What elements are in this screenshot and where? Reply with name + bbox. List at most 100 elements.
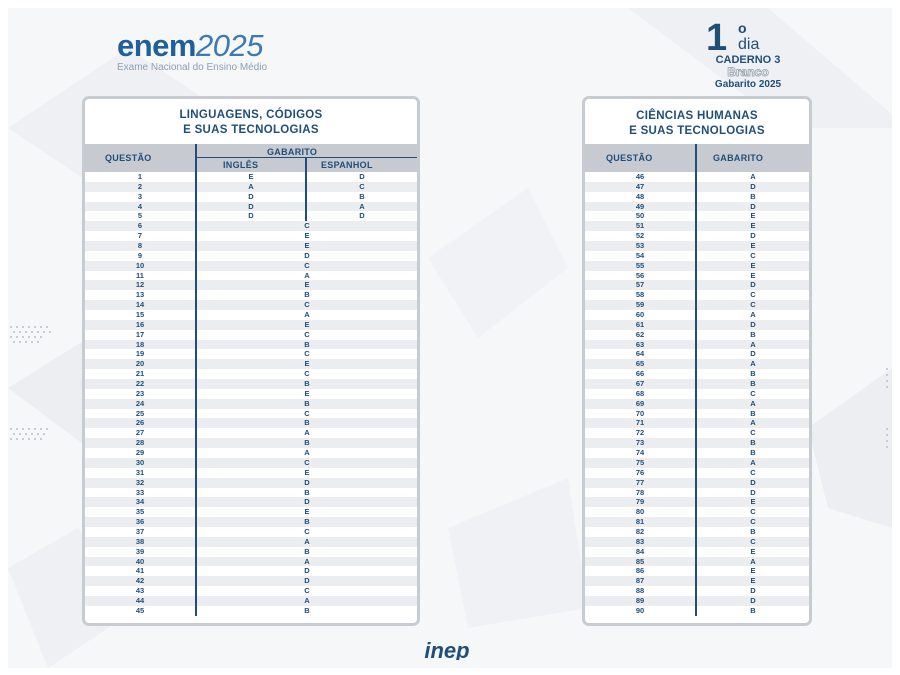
title-line: E SUAS TECNOLOGIAS bbox=[629, 125, 765, 137]
day-ordinal: o bbox=[738, 20, 747, 36]
col-gabarito: GABARITO bbox=[713, 153, 764, 163]
question-number: 16 bbox=[135, 319, 145, 329]
table-row: 53 E bbox=[585, 241, 809, 251]
table-row: 5 D D bbox=[85, 211, 417, 221]
question-number: 55 bbox=[635, 260, 645, 270]
question-number: 6 bbox=[137, 221, 143, 231]
table-row: 14 C bbox=[85, 300, 417, 311]
answer-letter: A bbox=[750, 556, 756, 566]
answer-letter: B bbox=[304, 517, 310, 527]
question-number: 72 bbox=[635, 428, 645, 438]
inep-logo-text: inep bbox=[424, 641, 469, 660]
answer-letter: E bbox=[750, 576, 756, 586]
table-row: 27 A bbox=[85, 428, 417, 438]
question-number: 76 bbox=[635, 467, 645, 477]
table-row: 26 B bbox=[85, 418, 417, 429]
table-row: 39 B bbox=[85, 547, 417, 557]
answer-letter: D bbox=[750, 487, 756, 497]
question-number: 44 bbox=[135, 595, 145, 605]
table-row: 20 E bbox=[85, 359, 417, 370]
table-row: 75 A bbox=[585, 457, 809, 468]
question-number: 86 bbox=[635, 566, 645, 576]
answer-espanhol: C bbox=[359, 181, 365, 191]
column-divider bbox=[695, 172, 697, 617]
table-row: 56 E bbox=[585, 271, 809, 281]
answer-letter: E bbox=[304, 359, 310, 369]
table-row: 74 B bbox=[585, 448, 809, 458]
answer-letter: E bbox=[750, 546, 756, 556]
answer-letter: B bbox=[304, 438, 310, 448]
answer-espanhol: A bbox=[359, 201, 365, 211]
answer-letter: D bbox=[750, 349, 756, 359]
table-row: 18 B bbox=[85, 339, 417, 350]
question-number: 20 bbox=[135, 359, 145, 369]
table-row: 2 A C bbox=[85, 181, 417, 192]
answer-letter: C bbox=[750, 467, 756, 477]
answer-letter: B bbox=[304, 398, 310, 408]
question-number: 73 bbox=[635, 438, 645, 448]
question-number: 24 bbox=[135, 398, 145, 408]
day-word: dia bbox=[738, 36, 760, 53]
answer-letter: B bbox=[750, 448, 756, 458]
gabarito-year: Gabarito 2025 bbox=[714, 79, 782, 90]
answer-letter: D bbox=[750, 595, 756, 605]
col-questao: QUESTÃO bbox=[105, 153, 152, 163]
question-number: 30 bbox=[135, 457, 145, 467]
answer-letter: D bbox=[750, 280, 756, 290]
panel-ciencias-humanas: CIÊNCIAS HUMANAS E SUAS TECNOLOGIAS QUES… bbox=[582, 96, 812, 626]
col-gabarito: GABARITO bbox=[267, 147, 318, 157]
answer-espanhol: D bbox=[359, 172, 365, 181]
answer-ingles: D bbox=[248, 191, 254, 201]
answer-letter: D bbox=[750, 231, 756, 241]
question-number: 7 bbox=[137, 231, 143, 241]
question-number: 80 bbox=[635, 507, 645, 517]
table-row: 48 B bbox=[585, 192, 809, 202]
question-number: 25 bbox=[135, 408, 145, 418]
question-number: 46 bbox=[635, 172, 645, 181]
table-row: 28 B bbox=[85, 438, 417, 449]
question-number: 1 bbox=[137, 172, 143, 181]
table-row: 84 E bbox=[585, 547, 809, 557]
table-header: QUESTÃO GABARITO INGLÊS ESPANHOL bbox=[85, 144, 417, 172]
answer-letter: E bbox=[304, 507, 310, 517]
question-number: 41 bbox=[135, 566, 145, 576]
table-row: 40 A bbox=[85, 556, 417, 567]
question-number: 8 bbox=[137, 241, 143, 251]
header-divider bbox=[195, 144, 197, 172]
answer-letter: B bbox=[750, 408, 756, 418]
column-divider bbox=[195, 172, 197, 617]
answer-letter: D bbox=[304, 497, 310, 507]
table-row: 49 D bbox=[585, 201, 809, 212]
table-row: 50 E bbox=[585, 211, 809, 221]
table-row: 3 D B bbox=[85, 192, 417, 202]
question-number: 61 bbox=[635, 319, 645, 329]
answer-letter: B bbox=[304, 290, 310, 300]
table-row: 12 E bbox=[85, 280, 417, 291]
question-number: 3 bbox=[137, 191, 143, 201]
question-number: 26 bbox=[135, 418, 145, 428]
answer-letter: D bbox=[304, 576, 310, 586]
question-number: 83 bbox=[635, 536, 645, 546]
table-row: 89 D bbox=[585, 595, 809, 606]
answer-letter: A bbox=[750, 457, 756, 467]
table-row: 29 A bbox=[85, 448, 417, 458]
answer-letter: A bbox=[750, 310, 756, 320]
answer-letter: E bbox=[750, 270, 756, 280]
question-number: 14 bbox=[135, 300, 145, 310]
table-row: 36 B bbox=[85, 517, 417, 527]
logo-enem-text: enem bbox=[117, 28, 196, 63]
question-number: 18 bbox=[135, 339, 145, 349]
question-number: 90 bbox=[635, 605, 645, 615]
col-questao: QUESTÃO bbox=[606, 153, 653, 163]
question-number: 35 bbox=[135, 507, 145, 517]
question-number: 64 bbox=[635, 349, 645, 359]
table-row: 76 C bbox=[585, 468, 809, 478]
question-number: 67 bbox=[635, 379, 645, 389]
table-row: 71 A bbox=[585, 418, 809, 429]
table-row: 21 C bbox=[85, 369, 417, 379]
question-number: 74 bbox=[635, 448, 645, 458]
answer-letter: B bbox=[304, 546, 310, 556]
question-number: 27 bbox=[135, 428, 145, 438]
table-row: 73 B bbox=[585, 438, 809, 449]
